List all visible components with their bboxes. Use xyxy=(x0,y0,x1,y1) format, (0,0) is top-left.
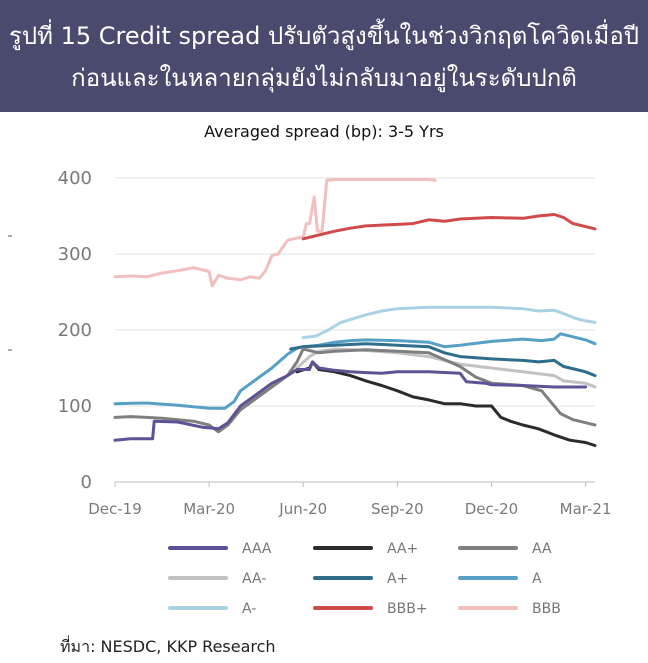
legend-label: AA+ xyxy=(387,541,418,557)
header-line-1: รูปที่ 15 Credit spread ปรับตัวสูงขึ้นใน… xyxy=(9,22,639,50)
legend-label: AA- xyxy=(242,571,266,587)
series-line-a-minus xyxy=(301,305,597,340)
y-tick-label: 300 xyxy=(58,244,92,265)
x-tick-label: Sep-20 xyxy=(371,500,424,518)
chart-title: Averaged spread (bp): 3-5 Yrs xyxy=(204,122,444,141)
series-line-aa xyxy=(113,347,597,434)
series-line-a-plus xyxy=(289,342,597,378)
series-line-a xyxy=(113,332,597,410)
series-line-bbb-plus xyxy=(301,213,597,241)
legend-label: A+ xyxy=(387,571,408,587)
series-line-aaa xyxy=(113,360,588,442)
y-tick-label: 400 xyxy=(58,168,92,189)
series-line-bbb xyxy=(113,178,437,288)
y-tick-label: 100 xyxy=(58,396,92,417)
x-tick-label: Dec-20 xyxy=(465,500,519,518)
y-tick-label: 200 xyxy=(58,320,92,341)
y-tick-label: 0 xyxy=(81,472,92,493)
header-line-2: ก่อนและในหลายกลุ่มยังไม่กลับมาอยู่ในระดั… xyxy=(71,64,577,92)
legend-label: BBB+ xyxy=(387,601,428,617)
line-chart: 0 100 200 300 400 Dec-19 Mar-20 Jun-20 Sep-20 Dec… xyxy=(8,168,612,617)
x-tick-label: Mar-21 xyxy=(560,500,612,518)
legend-label: BBB xyxy=(532,601,561,617)
x-tick-label: Dec-19 xyxy=(88,500,142,518)
legend-label: AAA xyxy=(242,541,272,557)
source-note: ที่มา: NESDC, KKP Research xyxy=(60,637,276,656)
legend-label: AA xyxy=(532,541,552,557)
x-tick-label: Mar-20 xyxy=(183,500,235,518)
legend-label: A- xyxy=(242,601,256,617)
legend-label: A xyxy=(532,571,542,587)
header-banner: รูปที่ 15 Credit spread ปรับตัวสูงขึ้นใน… xyxy=(0,0,648,112)
x-tick-label: Jun-20 xyxy=(278,500,327,518)
